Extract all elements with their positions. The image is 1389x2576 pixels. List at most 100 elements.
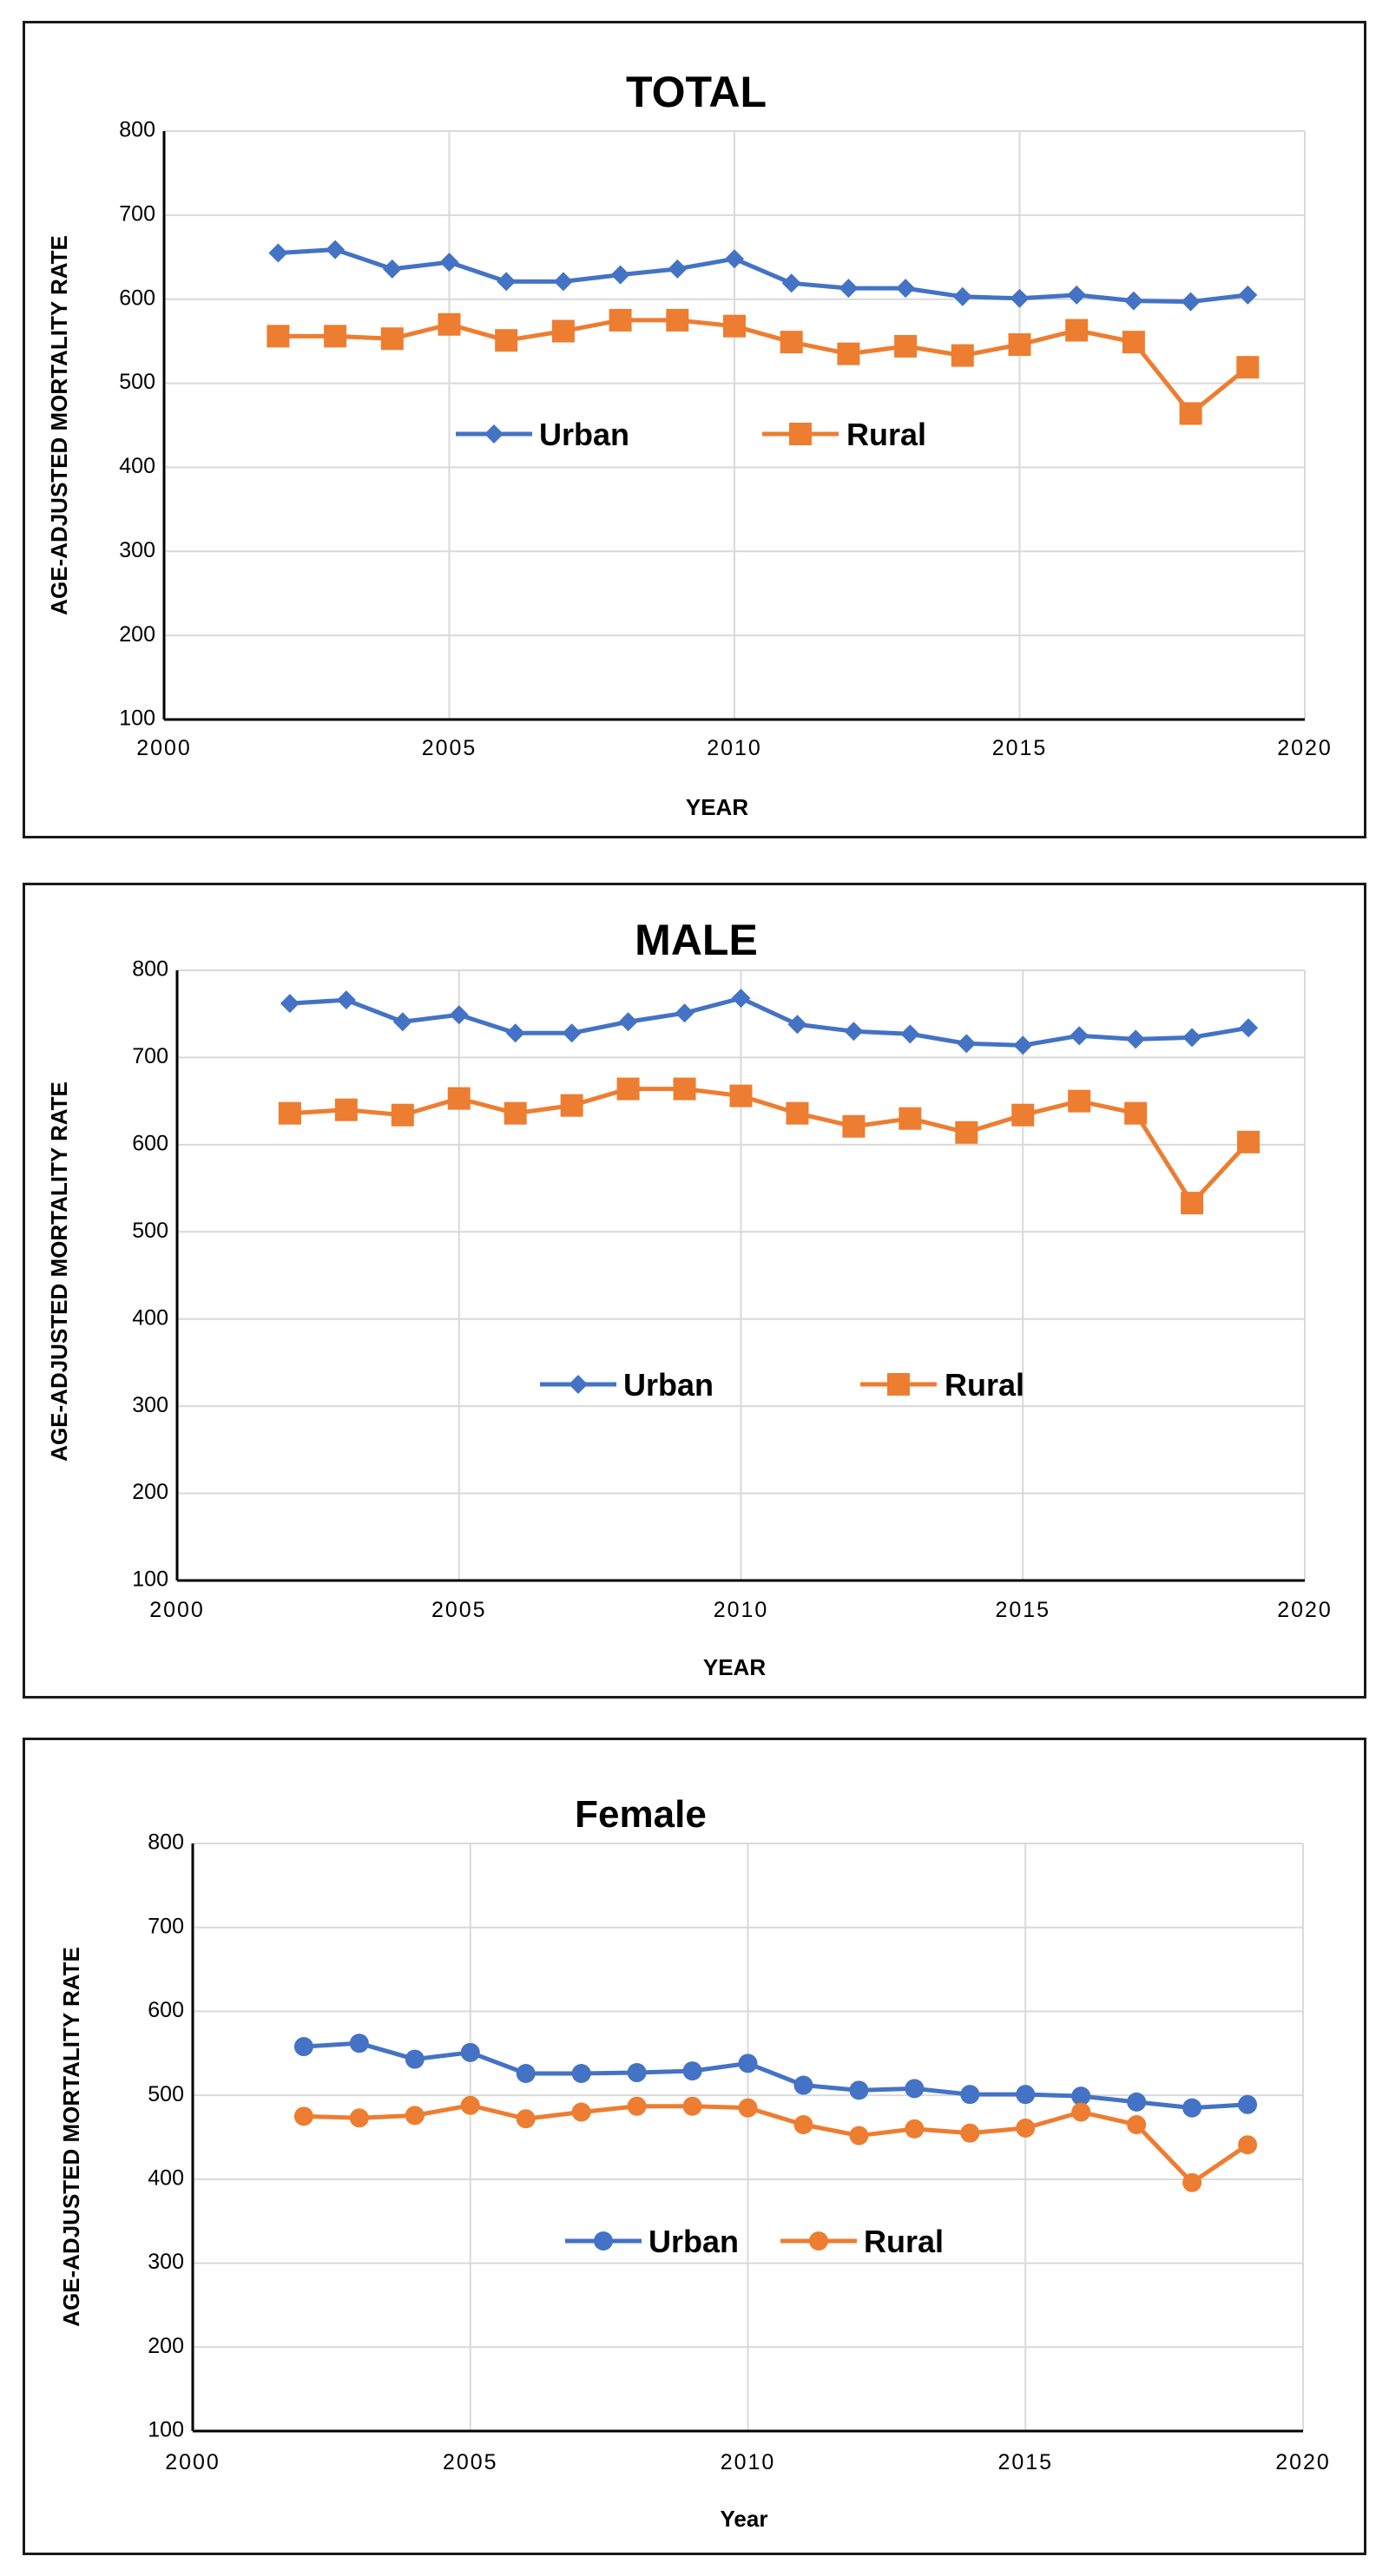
x-tick-label: 2005: [422, 736, 477, 760]
series-line-urban: [278, 247, 1248, 305]
data-point-urban: [1013, 1035, 1033, 1055]
data-point-urban: [896, 279, 916, 299]
y-tick-label: 700: [148, 1914, 184, 1938]
data-point-urban: [405, 2049, 425, 2069]
data-point-rural: [842, 1114, 866, 1138]
data-point-rural: [504, 1101, 527, 1125]
data-point-rural: [673, 1077, 696, 1101]
data-point-urban: [268, 243, 288, 263]
legend: Urban Rural: [565, 2224, 944, 2259]
legend-marker-rural: [789, 423, 812, 445]
data-point-urban: [449, 1005, 469, 1025]
data-point-rural: [1065, 319, 1089, 342]
data-point-urban: [787, 1015, 807, 1035]
legend-marker-urban: [569, 1375, 588, 1394]
x-tick-label: 2010: [707, 736, 762, 760]
y-tick-label: 500: [148, 2082, 184, 2106]
y-tick-label: 800: [132, 957, 168, 982]
x-tick-label: 2015: [995, 1598, 1050, 1622]
data-point-rural: [571, 2102, 591, 2122]
data-point-rural: [723, 314, 746, 338]
data-point-urban: [957, 1034, 977, 1054]
series-line-urban: [289, 996, 1249, 1048]
data-point-urban: [618, 1012, 638, 1032]
x-tick-label: 2000: [149, 1598, 205, 1622]
chart-female: Female 100 200 300 400 500 600 700 800 2000 2005 2…: [58, 1793, 1329, 2532]
data-point-rural: [405, 2106, 425, 2126]
y-tick-label: 800: [148, 1830, 184, 1855]
legend-marker-urban: [484, 424, 504, 444]
x-tick-label: 2010: [714, 1598, 769, 1622]
data-point-rural: [780, 331, 803, 354]
data-point-rural: [1122, 331, 1145, 354]
data-point-rural: [324, 325, 347, 348]
y-tick-label: 200: [119, 622, 155, 647]
y-tick-label: 300: [148, 2250, 184, 2274]
data-point-urban: [1123, 291, 1143, 311]
data-point-rural: [447, 1087, 471, 1110]
legend-label-rural: Rural: [864, 2224, 944, 2259]
data-point-rural: [905, 2119, 925, 2139]
x-tick-label: 2015: [997, 2450, 1053, 2474]
data-point-urban: [844, 1022, 864, 1042]
data-point-urban: [668, 259, 688, 279]
y-tick-label: 100: [132, 1567, 168, 1592]
data-point-urban: [960, 2085, 980, 2105]
series-line-rural: [303, 2103, 1249, 2185]
data-point-urban: [571, 2063, 591, 2083]
x-tick-label: 2005: [431, 1598, 487, 1622]
data-point-rural: [278, 1101, 301, 1125]
data-point-rural: [960, 2123, 980, 2143]
y-axis-label: AGE-ADJUSTED MORTALITY RATE: [46, 1081, 72, 1462]
y-tick-label: 800: [119, 118, 155, 142]
legend-entry-urban: Urban: [456, 417, 629, 452]
data-point-urban: [781, 273, 801, 293]
legend-entry-urban: Urban: [540, 1367, 714, 1403]
data-point-urban: [1127, 2092, 1147, 2112]
data-point-rural: [438, 312, 461, 336]
data-point-urban: [336, 990, 356, 1010]
chart-title: Female: [575, 1793, 707, 1836]
data-point-rural: [627, 2096, 647, 2116]
data-point-rural: [293, 2106, 313, 2126]
data-point-urban: [1182, 1028, 1202, 1048]
y-tick-label: 400: [132, 1305, 168, 1330]
data-point-rural: [1238, 2135, 1258, 2155]
series-line-urban: [303, 2040, 1248, 2111]
data-point-urban: [675, 1003, 694, 1023]
data-point-rural: [1071, 2102, 1091, 2122]
y-tick-label: 600: [148, 1998, 184, 2022]
data-point-rural: [1011, 1103, 1035, 1127]
data-point-urban: [439, 253, 459, 273]
data-point-rural: [837, 342, 860, 365]
series-line-rural: [289, 1087, 1250, 1206]
legend-label-urban: Urban: [623, 1367, 714, 1403]
data-point-urban: [516, 2063, 536, 2083]
y-tick-label: 400: [119, 454, 155, 478]
y-tick-label: 500: [119, 370, 155, 394]
data-point-rural: [955, 1120, 978, 1144]
x-tick-label: 2005: [443, 2450, 498, 2474]
legend-marker-rural: [809, 2231, 828, 2251]
data-point-urban: [1126, 1029, 1146, 1049]
data-point-urban: [280, 994, 300, 1014]
data-point-rural: [1127, 2114, 1147, 2134]
data-point-urban: [725, 249, 744, 269]
y-tick-label: 600: [119, 286, 155, 310]
data-point-rural: [1236, 356, 1260, 379]
data-point-rural: [380, 327, 404, 351]
data-point-rural: [609, 308, 632, 332]
data-point-rural: [516, 2109, 536, 2129]
data-point-urban: [562, 1023, 582, 1043]
legend: Urban Rural: [456, 417, 926, 452]
x-axis-label: Year: [721, 2506, 768, 2532]
y-tick-label: 100: [119, 706, 155, 731]
data-point-rural: [391, 1103, 414, 1127]
data-point-urban: [1239, 1018, 1259, 1038]
data-point-rural: [460, 2095, 480, 2115]
data-point-rural: [616, 1077, 640, 1101]
data-point-urban: [839, 279, 859, 299]
data-point-rural: [551, 319, 575, 343]
data-point-urban: [553, 272, 573, 292]
x-tick-label: 2000: [136, 736, 192, 760]
